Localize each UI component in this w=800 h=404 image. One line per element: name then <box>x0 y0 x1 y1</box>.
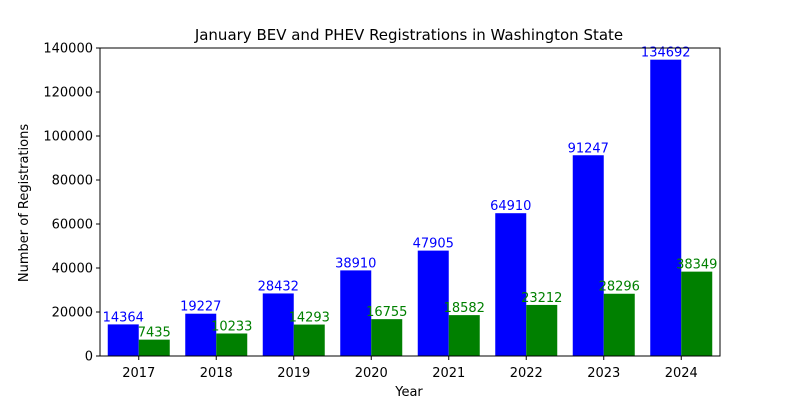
data-label-s1-2022: 64910 <box>490 199 531 214</box>
x-tick-label-2018: 2018 <box>200 366 233 381</box>
y-tick-label-20000: 20000 <box>52 306 93 321</box>
y-tick-label-80000: 80000 <box>52 174 93 189</box>
y-tick-label-60000: 60000 <box>52 218 93 233</box>
bar-s1-2023 <box>572 155 604 356</box>
y-tick-label-120000: 120000 <box>43 86 93 101</box>
bar-s1-2017 <box>107 324 139 356</box>
x-tick-label-2017: 2017 <box>122 366 155 381</box>
bar-s1-2019 <box>262 293 294 356</box>
bar-s1-2024 <box>650 59 682 356</box>
bar-s2-2020 <box>371 319 403 356</box>
x-tick-label-2019: 2019 <box>277 366 310 381</box>
bar-s2-2024 <box>681 271 713 356</box>
data-label-s1-2023: 91247 <box>568 141 609 156</box>
x-tick-label-2022: 2022 <box>510 366 543 381</box>
axes-frame <box>99 47 721 357</box>
data-label-s1-2017: 14364 <box>103 310 144 325</box>
data-label-s1-2018: 19227 <box>180 300 221 315</box>
data-label-s2-2017: 7435 <box>138 326 171 341</box>
bar-s2-2018 <box>216 333 248 356</box>
bar-s2-2017 <box>138 339 170 356</box>
data-label-s1-2020: 38910 <box>335 256 376 271</box>
data-label-s2-2022: 23212 <box>521 291 562 306</box>
x-tick-label-2021: 2021 <box>432 366 465 381</box>
x-tick-label-2020: 2020 <box>355 366 388 381</box>
y-axis-label: Number of Registrations <box>17 124 32 282</box>
x-tick-label-2023: 2023 <box>587 366 620 381</box>
chart-title: January BEV and PHEV Registrations in Wa… <box>194 26 623 44</box>
bar-s1-2018 <box>185 313 217 356</box>
data-label-s1-2021: 47905 <box>413 237 454 252</box>
data-label-s2-2019: 14293 <box>289 311 330 326</box>
data-label-s2-2024: 38349 <box>676 258 717 273</box>
y-tick-label-0: 0 <box>85 350 93 365</box>
data-label-s2-2018: 10233 <box>211 319 252 334</box>
x-tick-label-2024: 2024 <box>665 366 698 381</box>
data-label-s1-2024: 134692 <box>641 46 691 61</box>
y-tick-label-100000: 100000 <box>43 130 93 145</box>
bar-s2-2023 <box>603 293 635 356</box>
bar-s2-2022 <box>526 304 558 356</box>
data-label-s2-2020: 16755 <box>366 305 407 320</box>
data-label-s1-2019: 28432 <box>258 279 299 294</box>
bar-s1-2020 <box>340 270 372 356</box>
y-tick-label-40000: 40000 <box>52 262 93 277</box>
y-tick-label-140000: 140000 <box>43 42 93 57</box>
bar-s1-2022 <box>495 213 527 356</box>
data-label-s2-2021: 18582 <box>444 301 485 316</box>
bar-s1-2021 <box>417 250 449 356</box>
data-label-s2-2023: 28296 <box>599 280 640 295</box>
x-axis-label: Year <box>394 385 423 400</box>
bar-s2-2019 <box>293 324 325 356</box>
bar-s2-2021 <box>448 315 480 356</box>
